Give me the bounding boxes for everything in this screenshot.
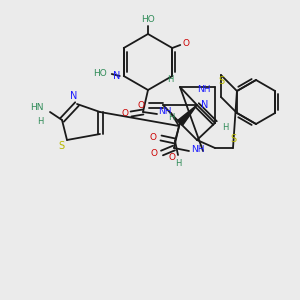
Text: O: O	[151, 149, 158, 158]
Text: H: H	[168, 113, 174, 122]
Text: NH: NH	[191, 145, 205, 154]
Text: O: O	[183, 38, 190, 47]
Text: O: O	[122, 110, 128, 118]
Text: H: H	[222, 122, 228, 131]
Text: N: N	[201, 100, 209, 110]
Text: H: H	[167, 74, 173, 83]
Text: HO: HO	[93, 68, 107, 77]
Polygon shape	[178, 105, 197, 125]
Text: S: S	[230, 134, 236, 144]
Text: HN: HN	[31, 103, 44, 112]
Text: H: H	[38, 118, 44, 127]
Text: NH: NH	[197, 85, 211, 94]
Text: H: H	[175, 158, 181, 167]
Text: O: O	[137, 100, 145, 109]
Text: N: N	[70, 91, 78, 101]
Text: NH: NH	[158, 106, 172, 116]
Text: S: S	[58, 141, 64, 151]
Text: O: O	[149, 133, 157, 142]
Text: O: O	[169, 152, 176, 161]
Text: S: S	[218, 76, 224, 86]
Text: HO: HO	[141, 16, 155, 25]
Text: N: N	[113, 71, 121, 81]
